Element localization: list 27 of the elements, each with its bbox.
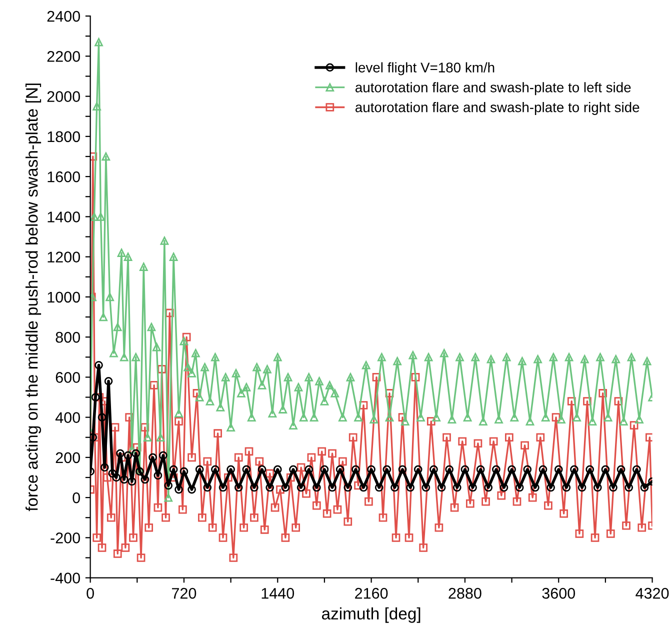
y-tick-label: 600 xyxy=(56,372,80,383)
y-tick-label: 1600 xyxy=(48,171,80,182)
legend-label: level flight V=180 km/h xyxy=(356,62,494,76)
y-tick-label: 1200 xyxy=(48,252,80,262)
y-tick-label: -200 xyxy=(50,532,80,544)
y-tick-label: 1000 xyxy=(48,292,80,303)
x-tick-label: 2880 xyxy=(448,588,482,599)
legend-label: autorotation flare and swash-plate to right side xyxy=(355,102,640,115)
x-tick-label: 4320 xyxy=(636,588,669,599)
x-tick-label: 3600 xyxy=(542,588,576,599)
y-tick-label: 2200 xyxy=(47,51,80,62)
legend-label: autorotation flare and swash-plate to left side xyxy=(355,82,631,96)
y-tick-label: 2000 xyxy=(47,91,80,102)
y-tick-label: 200 xyxy=(56,452,80,464)
x-tick-label: 0 xyxy=(86,588,94,599)
y-tick-label: 0 xyxy=(72,492,80,504)
x-tick-label: 720 xyxy=(172,588,196,599)
y-tick-label: 2400 xyxy=(47,10,80,22)
x-axis-title: azimuth [deg] xyxy=(322,607,420,623)
x-tick-label: 1440 xyxy=(262,588,294,599)
x-tick-label: 2160 xyxy=(355,588,388,599)
y-tick-label: 400 xyxy=(55,412,80,423)
y-tick-label: 1800 xyxy=(48,131,80,142)
y-tick-label: 800 xyxy=(56,332,80,343)
y-tick-label: 1400 xyxy=(48,212,80,222)
y-tick-label: -400 xyxy=(50,572,80,584)
y-axis-title: force acting on the middle push-rod below swash-plate [N] xyxy=(26,84,42,512)
